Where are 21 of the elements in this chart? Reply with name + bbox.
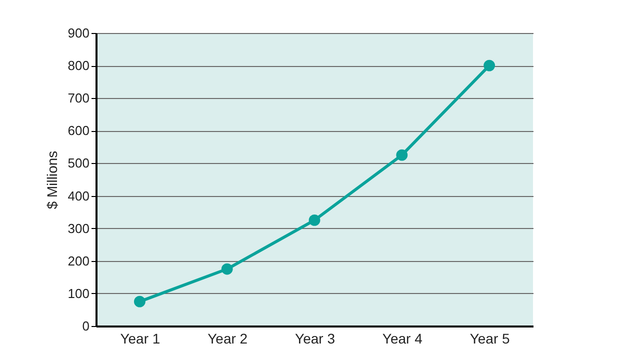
point [308, 214, 320, 226]
y-tick-label: 0 [82, 318, 90, 334]
y-tick-label: 500 [68, 156, 90, 171]
y-tick-label: 700 [68, 90, 90, 106]
y-axis-title: $ Millions [44, 150, 60, 210]
y-tick-label: 100 [68, 286, 90, 301]
x-tick-label: Year 2 [208, 330, 248, 346]
y-tick-label: 400 [68, 188, 90, 204]
y-tick-label: 800 [68, 58, 90, 74]
y-tick-label: 600 [68, 123, 90, 138]
point [484, 60, 495, 72]
point [396, 149, 408, 161]
x-tick-label: Year 4 [382, 330, 423, 346]
point [221, 263, 233, 275]
x-tick-label: Year 5 [470, 330, 510, 346]
x-tick-label: Year 3 [295, 330, 336, 346]
y-tick-label: 900 [68, 26, 90, 40]
x-tick-label: Year 1 [120, 330, 160, 346]
y-tick-label: 200 [68, 253, 90, 268]
y-tick-label: 300 [68, 220, 90, 236]
point [134, 296, 146, 308]
